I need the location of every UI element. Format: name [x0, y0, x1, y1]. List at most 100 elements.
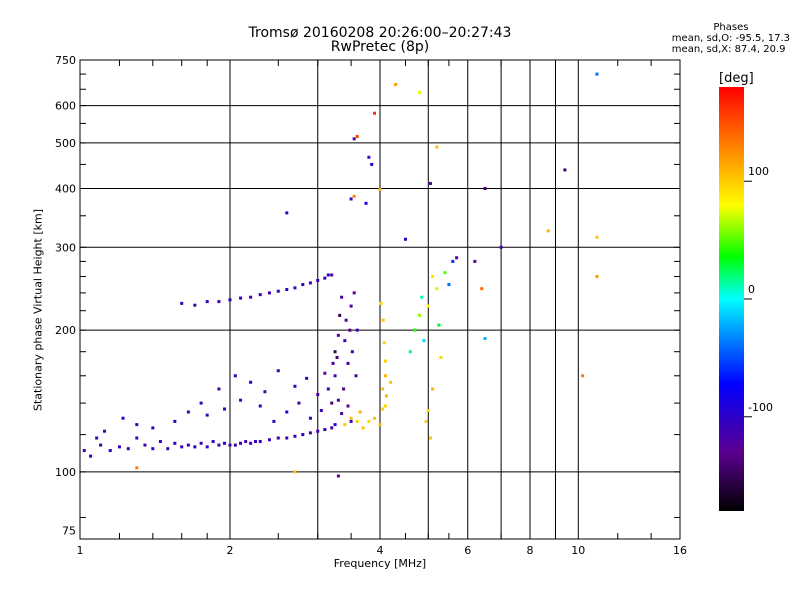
data-point: [431, 387, 435, 391]
data-point: [381, 387, 385, 391]
data-point: [358, 410, 362, 414]
data-point: [420, 295, 424, 299]
y-tick-label: 75: [62, 525, 76, 538]
data-point: [239, 296, 243, 300]
y-tick-label: 600: [55, 100, 76, 113]
data-point: [336, 398, 340, 402]
data-point: [342, 387, 346, 391]
data-point: [258, 293, 262, 297]
data-point: [99, 443, 103, 447]
data-point: [285, 410, 289, 414]
data-point: [267, 291, 271, 295]
data-point: [199, 401, 203, 405]
data-point: [349, 419, 353, 423]
data-point: [293, 470, 297, 474]
data-point: [166, 447, 170, 451]
data-point: [308, 416, 312, 420]
data-point: [370, 162, 374, 166]
data-point: [308, 431, 312, 435]
data-point: [595, 235, 599, 239]
data-point: [323, 371, 327, 375]
data-point: [276, 436, 280, 440]
data-point: [354, 374, 358, 378]
data-point: [437, 323, 441, 327]
x-tick-label: 2: [227, 544, 234, 557]
x-tick-label: 10: [571, 544, 585, 557]
data-point: [205, 413, 209, 417]
y-tick-label: 300: [55, 241, 76, 254]
data-point: [394, 83, 398, 87]
data-point: [89, 454, 93, 458]
data-point: [349, 416, 353, 420]
data-point: [581, 374, 585, 378]
grid-lines: [79, 59, 681, 539]
colorbar-tick-label: 100: [748, 165, 769, 178]
data-point: [276, 289, 280, 293]
data-point: [205, 445, 209, 449]
data-point: [223, 407, 227, 411]
data-point: [349, 197, 353, 201]
data-point: [180, 445, 184, 449]
data-point: [335, 355, 339, 359]
data-point: [249, 441, 253, 445]
chart-title: Tromsø 20160208 20:26:00–20:27:43 RwPret…: [0, 26, 760, 54]
data-point: [217, 387, 221, 391]
data-point: [217, 300, 221, 304]
data-point: [319, 409, 323, 413]
phase-stats: Phases mean, sd,O: -95.5, 17.3 mean, sd,…: [672, 22, 790, 55]
colorbar-tick-label: -100: [748, 401, 773, 414]
data-point: [151, 447, 155, 451]
data-point: [455, 256, 459, 260]
data-point: [422, 339, 426, 343]
data-point: [308, 281, 312, 285]
data-point: [326, 387, 330, 391]
data-point: [373, 416, 377, 420]
data-point: [95, 436, 99, 440]
data-point: [378, 423, 382, 427]
data-point: [263, 390, 267, 394]
data-point: [417, 90, 421, 94]
data-point: [349, 304, 353, 308]
colorbar-label: [deg]: [719, 71, 754, 86]
data-point: [348, 328, 352, 332]
data-point: [82, 449, 86, 453]
data-point: [244, 440, 248, 444]
data-point: [180, 301, 184, 305]
colorbar-tick-label: 0: [748, 283, 755, 296]
data-point: [253, 440, 257, 444]
data-point: [316, 279, 320, 283]
data-point: [473, 259, 477, 263]
x-tick-label: 16: [673, 544, 687, 557]
data-point: [367, 155, 371, 159]
data-point: [480, 287, 484, 291]
x-tick-label: 1: [77, 544, 84, 557]
phase-stats-o: mean, sd,O: -95.5, 17.3: [671, 33, 790, 44]
data-point: [326, 273, 330, 277]
data-point: [595, 72, 599, 76]
data-point: [285, 436, 289, 440]
data-point: [239, 398, 243, 402]
data-point: [333, 423, 337, 427]
data-point: [428, 436, 432, 440]
data-point: [330, 273, 334, 277]
data-point: [352, 291, 356, 295]
y-tick-label: 400: [55, 182, 76, 195]
data-point: [336, 474, 340, 478]
data-point: [343, 423, 347, 427]
data-point: [211, 440, 215, 444]
data-point: [350, 350, 354, 354]
y-tick-label: 200: [55, 324, 76, 337]
data-point: [336, 333, 340, 337]
data-point: [330, 426, 334, 430]
data-point: [364, 201, 368, 205]
data-point: [186, 410, 190, 414]
data-point: [447, 283, 451, 287]
data-point: [381, 318, 385, 322]
data-point: [431, 275, 435, 279]
data-point: [379, 301, 383, 305]
data-point: [439, 355, 443, 359]
colorbar: [deg] -100 0 100: [719, 71, 773, 511]
data-point: [346, 361, 350, 365]
data-point: [373, 111, 377, 115]
y-axis-ticks: 75 100 200 300 400 500 600 750: [55, 54, 680, 538]
